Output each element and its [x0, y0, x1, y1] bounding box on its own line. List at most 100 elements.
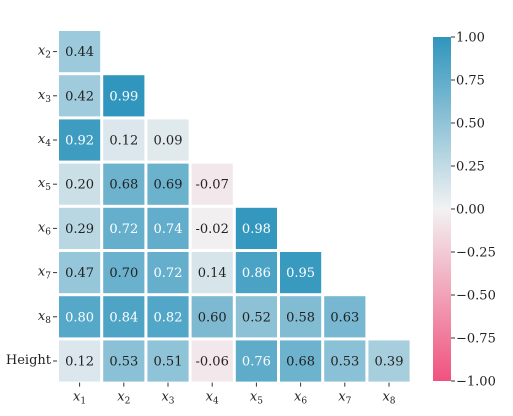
- heatmap-cell-rect: [59, 31, 101, 73]
- heatmap-cell: 0.99: [103, 75, 145, 117]
- heatmap-cell-rect: [280, 340, 322, 382]
- heatmap-cell-rect: [59, 75, 101, 117]
- x-tick-label: x5: [250, 389, 263, 406]
- heatmap-cell-rect: [235, 340, 277, 382]
- heatmap-cell-value: 0.44: [65, 45, 94, 60]
- heatmap-cell-value: 0.63: [330, 310, 359, 325]
- heatmap-cell-value: 0.51: [154, 355, 183, 370]
- heatmap-cell-rect: [103, 207, 145, 249]
- x-tick-label: x2: [117, 389, 130, 406]
- heatmap-cell-value: 0.68: [109, 178, 138, 193]
- heatmap-cell-rect: [103, 163, 145, 205]
- colorbar-tick-label: −0.25: [456, 246, 496, 261]
- heatmap-cell: 0.72: [103, 207, 145, 249]
- heatmap-cell-value: 0.52: [242, 310, 271, 325]
- heatmap-cell-rect: [280, 252, 322, 294]
- heatmap-cell-rect: [191, 340, 233, 382]
- y-tick-label: x2: [38, 43, 51, 60]
- heatmap-cell: 0.72: [147, 252, 189, 294]
- heatmap-cells: 0.44 0.42 0.99 0.92 0.12 0.09 0.20 0.68 0.69 -0.0…: [59, 31, 410, 382]
- heatmap-cell: 0.29: [59, 207, 101, 249]
- heatmap-cell: 0.14: [191, 252, 233, 294]
- heatmap-cell-value: 0.76: [242, 355, 271, 370]
- y-axis-tick-labels: x2 x3 x4 x5 x6 x7 x8 Height: [6, 43, 57, 368]
- heatmap-cell: 0.63: [324, 296, 366, 338]
- heatmap-cell: 0.20: [59, 163, 101, 205]
- heatmap-cell-value: -0.06: [196, 355, 229, 370]
- heatmap-cell: 0.12: [59, 340, 101, 382]
- heatmap-cell-rect: [147, 340, 189, 382]
- heatmap-cell-rect: [324, 340, 366, 382]
- heatmap-cell-rect: [147, 207, 189, 249]
- heatmap-cell-value: 0.86: [242, 266, 271, 281]
- heatmap-cell: 0.12: [103, 119, 145, 161]
- colorbar-tick-label: −0.50: [456, 289, 496, 304]
- heatmap-cell-rect: [59, 119, 101, 161]
- heatmap-cell: 0.95: [280, 252, 322, 294]
- heatmap-cell: 0.60: [191, 296, 233, 338]
- colorbar-tick-label: 1.00: [456, 31, 485, 46]
- y-tick-label: Height: [6, 353, 52, 368]
- heatmap-cell: 0.53: [324, 340, 366, 382]
- heatmap-cell-rect: [147, 252, 189, 294]
- heatmap-cell-value: 0.95: [286, 266, 315, 281]
- heatmap-cell-value: 0.60: [198, 310, 227, 325]
- heatmap-cell-rect: [103, 340, 145, 382]
- heatmap-cell: 0.42: [59, 75, 101, 117]
- heatmap-cell-rect: [235, 252, 277, 294]
- heatmap-cell: 0.53: [103, 340, 145, 382]
- heatmap-cell-value: 0.72: [154, 266, 183, 281]
- y-tick-label: x6: [38, 220, 51, 237]
- heatmap-cell: 0.86: [235, 252, 277, 294]
- heatmap-cell-value: 0.68: [286, 355, 315, 370]
- heatmap-cell-rect: [147, 119, 189, 161]
- heatmap-cell: 0.70: [103, 252, 145, 294]
- heatmap-cell-rect: [59, 163, 101, 205]
- heatmap-cell-value: -0.02: [196, 222, 229, 237]
- heatmap-cell: 0.68: [280, 340, 322, 382]
- heatmap-cell-rect: [59, 252, 101, 294]
- heatmap-cell-value: 0.98: [242, 222, 271, 237]
- x-tick-label: x6: [294, 389, 307, 406]
- heatmap-cell: 0.74: [147, 207, 189, 249]
- heatmap-cell-rect: [103, 119, 145, 161]
- colorbar-tick-label: −0.75: [456, 332, 496, 347]
- heatmap-cell-rect: [59, 207, 101, 249]
- x-tick-label: x4: [206, 389, 219, 406]
- heatmap-cell-rect: [191, 296, 233, 338]
- heatmap-cell-rect: [280, 296, 322, 338]
- heatmap-cell-rect: [191, 252, 233, 294]
- heatmap-cell-value: 0.70: [109, 266, 138, 281]
- heatmap-cell: 0.09: [147, 119, 189, 161]
- heatmap-cell-rect: [103, 296, 145, 338]
- heatmap-cell: 0.92: [59, 119, 101, 161]
- heatmap-cell-value: 0.39: [375, 355, 404, 370]
- heatmap-cell-value: 0.53: [330, 355, 359, 370]
- y-tick-label: x4: [38, 132, 51, 149]
- heatmap-cell-value: 0.12: [109, 134, 138, 149]
- colorbar-tick-label: 0.75: [456, 74, 485, 89]
- heatmap-cell-value: 0.42: [65, 89, 94, 104]
- y-tick-label: x5: [38, 176, 51, 193]
- x-tick-label: x3: [161, 389, 174, 406]
- heatmap-cell-rect: [103, 252, 145, 294]
- heatmap-cell: -0.07: [191, 163, 233, 205]
- colorbar-gradient: [433, 37, 451, 381]
- heatmap-cell: 0.82: [147, 296, 189, 338]
- y-tick-label: x8: [38, 308, 51, 325]
- heatmap-cell: 0.68: [103, 163, 145, 205]
- heatmap-cell-value: 0.99: [109, 89, 138, 104]
- heatmap-cell: 0.52: [235, 296, 277, 338]
- heatmap-cell-value: 0.47: [65, 266, 94, 281]
- heatmap-cell: 0.98: [235, 207, 277, 249]
- heatmap-cell-value: 0.29: [65, 222, 94, 237]
- heatmap-cell: 0.84: [103, 296, 145, 338]
- heatmap-cell-value: 0.09: [154, 134, 183, 149]
- heatmap-cell-rect: [191, 207, 233, 249]
- heatmap-cell-rect: [59, 296, 101, 338]
- colorbar-tick-label: −1.00: [456, 375, 496, 390]
- x-tick-label: x7: [338, 389, 351, 406]
- colorbar-tick-label: 0.00: [456, 203, 485, 218]
